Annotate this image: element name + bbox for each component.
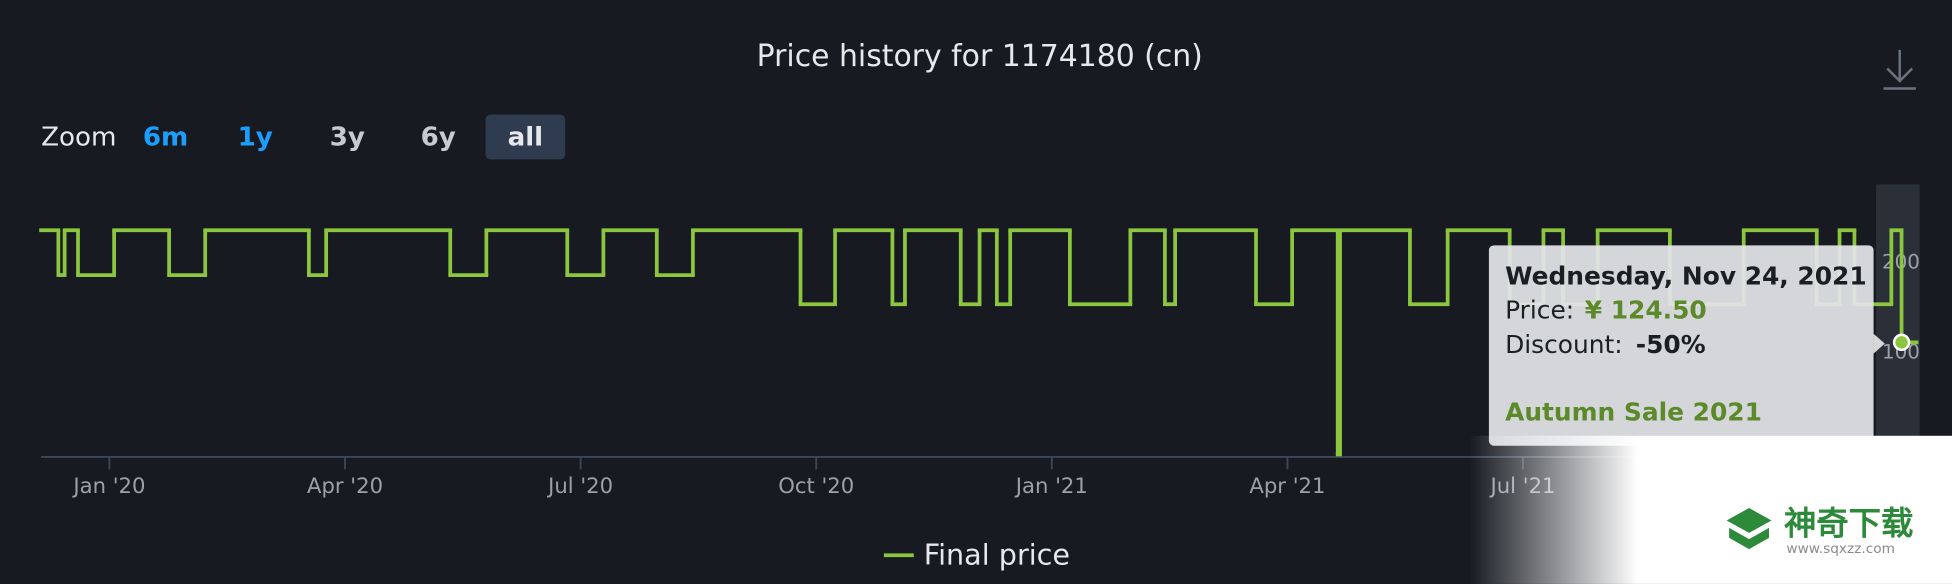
hover-point bbox=[1892, 333, 1911, 352]
chart-title: Price history for 1174180 (cn) bbox=[757, 39, 1203, 74]
tooltip-date: Wednesday, Nov 24, 2021 bbox=[1505, 262, 1867, 291]
x-tick-label: Apr '20 bbox=[307, 473, 383, 498]
legend[interactable]: Final price bbox=[883, 538, 1070, 572]
tooltip-discount: -50% bbox=[1636, 330, 1706, 359]
tooltip-event: Autumn Sale 2021 bbox=[1505, 397, 1762, 426]
x-tick-label: Apr '21 bbox=[1249, 473, 1325, 498]
hover-band bbox=[1876, 184, 1920, 457]
x-tick-label: Oct '20 bbox=[778, 473, 854, 498]
tooltip-price: ¥ 124.50 bbox=[1585, 295, 1707, 324]
x-tick-label: Jan '20 bbox=[71, 473, 145, 498]
tooltip-pointer bbox=[1873, 333, 1885, 354]
zoom-button[interactable]: all bbox=[508, 123, 544, 153]
tooltip: Wednesday, Nov 24, 2021 Price: ¥ 124.50 … bbox=[1488, 245, 1885, 446]
watermark-brand: 神奇下载 bbox=[1784, 504, 1913, 542]
download-icon[interactable] bbox=[1883, 49, 1916, 90]
x-tick-label: Jan '21 bbox=[1014, 473, 1088, 498]
tooltip-discount-label: Discount: bbox=[1505, 330, 1623, 359]
tooltip-box bbox=[1488, 245, 1874, 446]
legend-label[interactable]: Final price bbox=[924, 538, 1070, 572]
tooltip-price-label: Price: bbox=[1505, 295, 1574, 324]
zoom-button[interactable]: 1y bbox=[238, 123, 273, 153]
zoom-active-bg bbox=[485, 114, 566, 160]
zoom-button[interactable]: 6m bbox=[143, 123, 188, 153]
zoom-label: Zoom bbox=[41, 123, 116, 153]
zoom-buttons: 6m 1y 3y 6y all bbox=[143, 123, 543, 153]
x-tick-label: Jul '20 bbox=[546, 473, 613, 498]
zoom-button[interactable]: 6y bbox=[421, 123, 456, 153]
y-tick-label: 100 bbox=[1882, 341, 1920, 364]
watermark-url: www.sqxzz.com bbox=[1786, 541, 1895, 557]
watermark-logo bbox=[1726, 507, 1772, 550]
watermark-bg bbox=[1468, 435, 1952, 584]
zoom-button[interactable]: 3y bbox=[330, 123, 365, 153]
